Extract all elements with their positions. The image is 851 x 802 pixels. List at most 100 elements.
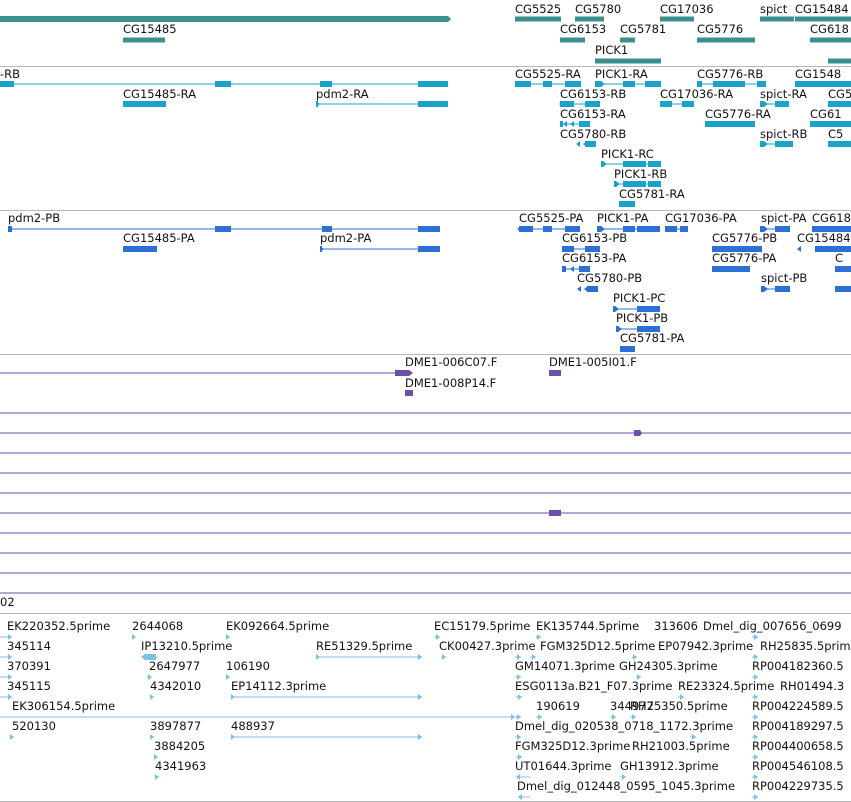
exon-block <box>616 326 618 332</box>
strand-arrow-left <box>585 246 589 252</box>
ests-feature-label: RE51329.5prime <box>316 639 413 653</box>
est-arrow <box>538 714 542 720</box>
exon-block <box>597 226 601 232</box>
gene-glyph <box>595 58 661 64</box>
cdna-feature-label: DME1-005I01.F <box>549 355 637 369</box>
est-arrow <box>155 774 159 780</box>
proteins-feature-label: PICK1-PC <box>613 291 666 305</box>
transcripts-feature-label: CG6153-RA <box>560 107 626 121</box>
est-arrow <box>132 634 136 640</box>
transcripts-feature-label: CG5776-RB <box>697 67 764 81</box>
est-arrow <box>316 654 320 660</box>
proteins-feature-label: CG5781-PA <box>620 331 685 345</box>
exon-block <box>828 101 851 107</box>
exon-block <box>623 81 635 87</box>
gene-glyph <box>620 37 635 43</box>
feature-end-arrow <box>409 370 413 376</box>
est-arrow <box>754 714 758 720</box>
genes-feature-label: CG618 <box>810 22 849 36</box>
cdna-feature-label: DME1-006C07.F <box>405 355 498 369</box>
exon-block <box>775 101 789 107</box>
ests-feature-label: RP004546108.5 <box>752 759 844 773</box>
ests-feature-label: EK092664.5prime <box>226 619 330 633</box>
genes-feature-label: spict <box>760 2 788 16</box>
cdna-feature-label: DME1-008P14.F <box>405 376 497 390</box>
transcripts-feature-label: CG1548 <box>795 67 842 81</box>
est-arrow <box>8 634 12 640</box>
est-arrow <box>418 654 422 660</box>
exon-block <box>775 226 790 232</box>
ests-feature-label: IP13210.5prime <box>141 639 233 653</box>
proteins-feature-label: spict-PA <box>761 211 807 225</box>
est-block <box>144 654 156 660</box>
exon-block <box>682 101 694 107</box>
strand-arrow-left <box>562 266 566 272</box>
ests-feature-label: 3897877 <box>150 719 202 733</box>
strand-arrow-right <box>316 101 320 107</box>
strand-arrow-left <box>797 246 801 252</box>
est-arrow <box>680 694 684 700</box>
strand-arrow-left <box>543 81 547 87</box>
exon-block <box>665 226 677 232</box>
est-arrow <box>754 694 758 700</box>
ests-feature-label: 2644068 <box>132 619 184 633</box>
transcripts-feature-label: CG5780-RB <box>560 127 627 141</box>
exon-block <box>585 101 600 107</box>
exon-block <box>614 181 616 187</box>
exon-block <box>565 81 581 87</box>
exon-block <box>418 81 448 87</box>
transcripts-feature-label: CG6153-RB <box>560 87 627 101</box>
est-arrow <box>612 714 616 720</box>
ests-feature-label: 190619 <box>536 699 580 713</box>
strand-arrow-right <box>603 161 607 167</box>
ests-feature-label: Dmel_dig_007656_0699 <box>703 619 842 633</box>
strand-arrow-left <box>590 141 594 147</box>
est-arrow <box>622 774 626 780</box>
est-arrow <box>148 674 152 680</box>
ests-feature-label: RP004182360.5 <box>752 659 844 673</box>
gene-glyph <box>575 16 604 22</box>
strand-arrow-left <box>565 226 569 232</box>
exon-block <box>648 161 661 167</box>
ests-feature-label: FGM325D12.3prime <box>515 739 631 753</box>
ests-feature-label: RH25350.5prime <box>630 699 728 713</box>
est-arrow <box>754 754 758 760</box>
exon-block <box>320 81 332 87</box>
transcripts-feature-label: CG5781-RA <box>619 187 685 201</box>
ests-feature-label: RP004229735.5 <box>752 779 844 793</box>
est-arrow <box>517 714 521 720</box>
exon-block <box>812 226 851 232</box>
ests-feature-label: RP004189297.5 <box>752 719 844 733</box>
exon-block <box>418 246 440 252</box>
gene-glyph <box>828 58 851 64</box>
track-separator <box>0 613 851 614</box>
strand-arrow-left <box>665 226 669 232</box>
feature-end-arrow <box>448 16 451 22</box>
exon-block <box>519 226 533 232</box>
strand-arrow-left <box>577 286 581 292</box>
est-arrow <box>517 734 521 740</box>
est-arrow <box>8 674 12 680</box>
est-arrow <box>231 734 235 740</box>
strand-arrow-left <box>584 286 588 292</box>
proteins-feature-label: pdm2-PA <box>320 231 372 245</box>
est-arrow <box>632 714 636 720</box>
ests-feature-label: Dmel_dig_012448_0595_1045.3prime <box>517 779 736 793</box>
ests-feature-label: 345115 <box>7 679 51 693</box>
ests-feature-label: EK220352.5prime <box>7 619 111 633</box>
proteins-feature-label: pdm2-PB <box>8 211 61 225</box>
transcripts-feature-label: spict-RA <box>760 87 807 101</box>
exon-block <box>712 266 750 272</box>
ests-feature-label: 2647977 <box>149 659 201 673</box>
transcripts-feature-label: CG5 <box>828 87 851 101</box>
gene-glyph <box>810 37 851 43</box>
exon-block <box>623 181 646 187</box>
strand-arrow-right <box>601 226 605 232</box>
strand-arrow-left <box>543 226 547 232</box>
strand-arrow-right <box>8 226 12 232</box>
gene-glyph <box>795 16 851 22</box>
genes-feature-label: CG5781 <box>620 22 667 36</box>
exon-block <box>560 121 563 127</box>
ests-feature-label: RH25835.5prim <box>760 639 851 653</box>
